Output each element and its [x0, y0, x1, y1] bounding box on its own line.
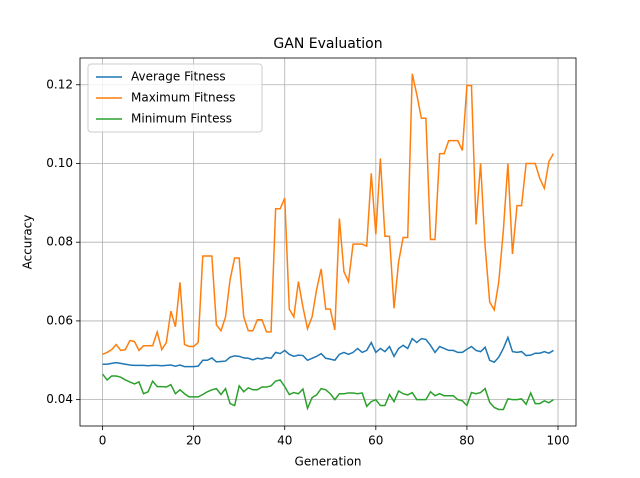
- legend-box: [87, 63, 263, 133]
- axes-frame: [79, 57, 577, 427]
- y-tick-label: 0.06: [46, 313, 73, 327]
- y-tick-label: 0.10: [46, 156, 73, 170]
- x-tick-label: 80: [459, 434, 474, 448]
- x-tick-label: 40: [277, 434, 292, 448]
- y-tick-label: 0.12: [46, 77, 73, 91]
- x-tick-label: 0: [99, 434, 107, 448]
- legend-label: Minimum Fintess: [131, 112, 232, 126]
- y-tick-label: 0.04: [46, 392, 73, 406]
- x-axis-label: Generation: [295, 455, 362, 469]
- x-tick-label: 60: [368, 434, 383, 448]
- y-axis-label: Accuracy: [21, 215, 35, 270]
- data-line: [102, 335, 554, 368]
- y-tick-label: 0.08: [46, 235, 73, 249]
- legend-label: Maximum Fitness: [131, 91, 236, 105]
- legend-label: Average Fitness: [131, 70, 226, 84]
- data-line: [101, 373, 554, 411]
- x-tick-label: 100: [547, 434, 570, 448]
- x-tick-label: 20: [186, 434, 201, 448]
- chart-title: GAN Evaluation: [273, 36, 382, 52]
- data-line: [102, 73, 555, 356]
